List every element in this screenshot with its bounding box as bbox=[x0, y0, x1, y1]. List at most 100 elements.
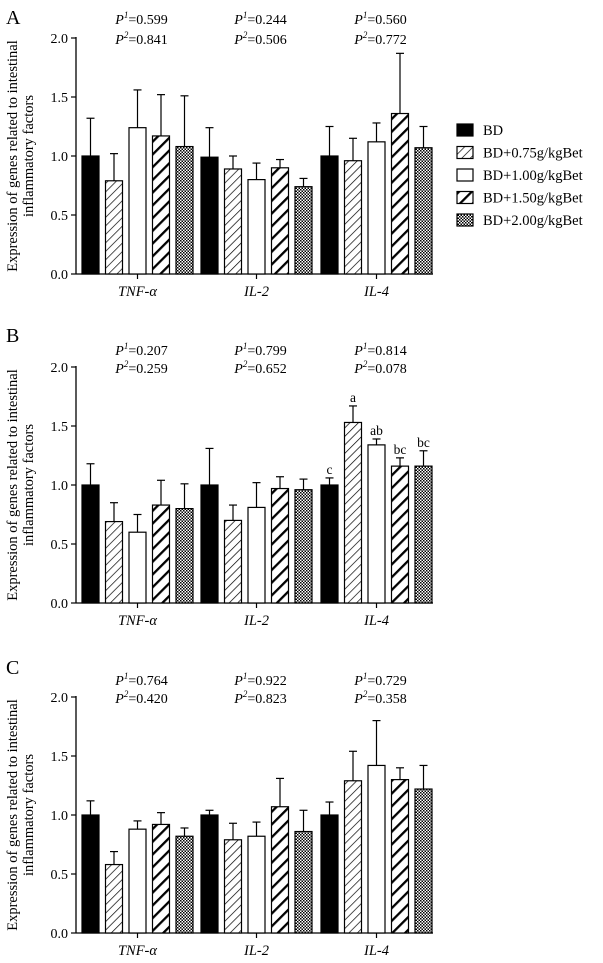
legend-label: BD+1.00g/kgBet bbox=[483, 168, 583, 184]
p-superscript: 1 bbox=[363, 10, 368, 20]
p2-caption: P2=0.772 bbox=[353, 30, 406, 48]
y-axis-label-line-2: inflammatory factors bbox=[21, 95, 37, 217]
p-symbol: P bbox=[114, 674, 124, 689]
bar bbox=[223, 839, 243, 934]
p-superscript: 1 bbox=[363, 671, 368, 681]
bar bbox=[151, 504, 171, 604]
legend-item: BD bbox=[456, 123, 503, 139]
legend-swatch bbox=[456, 168, 474, 182]
p1-caption: P1=0.729 bbox=[353, 671, 406, 689]
y-axis-label: Expression of genes related to intestina… bbox=[5, 369, 37, 601]
bar bbox=[390, 112, 410, 275]
panel-label: C bbox=[6, 657, 19, 679]
category-label: IL-4 bbox=[363, 284, 389, 300]
y-tick-label: 1.0 bbox=[51, 809, 69, 824]
bar bbox=[414, 465, 433, 604]
p-superscript: 1 bbox=[243, 671, 248, 681]
p1-value: =0.799 bbox=[247, 344, 286, 359]
p-symbol: P bbox=[353, 692, 363, 707]
p-superscript: 2 bbox=[363, 30, 368, 40]
bar bbox=[175, 145, 194, 275]
p1-caption: P1=0.207 bbox=[114, 341, 167, 359]
y-tick-label: 0.0 bbox=[51, 597, 69, 612]
p-symbol: P bbox=[233, 13, 243, 28]
p-symbol: P bbox=[233, 362, 243, 377]
bar bbox=[128, 127, 147, 275]
bar bbox=[414, 788, 433, 934]
bar bbox=[390, 778, 410, 934]
legend-label: BD+0.75g/kgBet bbox=[483, 146, 583, 162]
y-tick-label: 1.0 bbox=[51, 479, 69, 494]
p2-value: =0.823 bbox=[247, 692, 286, 707]
legend-swatch bbox=[456, 213, 474, 227]
bar bbox=[343, 780, 363, 934]
p1-caption: P1=0.799 bbox=[233, 341, 286, 359]
p2-value: =0.772 bbox=[367, 33, 406, 48]
category-label: TNF-α bbox=[118, 613, 157, 629]
p-symbol: P bbox=[114, 344, 124, 359]
p-superscript: 1 bbox=[124, 341, 129, 351]
p2-value: =0.358 bbox=[367, 692, 406, 707]
significance-label: bc bbox=[417, 435, 430, 450]
p-superscript: 2 bbox=[243, 30, 248, 40]
legend-label: BD bbox=[483, 123, 503, 139]
p2-value: =0.506 bbox=[247, 33, 286, 48]
bar bbox=[367, 444, 386, 604]
p-symbol: P bbox=[353, 344, 363, 359]
p1-value: =0.729 bbox=[367, 674, 406, 689]
bar bbox=[247, 835, 266, 934]
p1-value: =0.599 bbox=[128, 13, 167, 28]
p-superscript: 2 bbox=[363, 689, 368, 699]
p2-caption: P2=0.259 bbox=[114, 359, 167, 377]
category-label: TNF-α bbox=[118, 943, 157, 959]
bar bbox=[81, 484, 100, 604]
legend-item: BD+2.00g/kgBet bbox=[456, 213, 583, 229]
bar bbox=[104, 520, 124, 604]
p1-value: =0.814 bbox=[367, 344, 406, 359]
bar bbox=[104, 180, 124, 275]
p-symbol: P bbox=[233, 33, 243, 48]
y-tick-label: 1.5 bbox=[51, 91, 69, 106]
category-label: IL-2 bbox=[243, 613, 269, 629]
y-tick-label: 1.5 bbox=[51, 420, 69, 435]
significance-label: bc bbox=[394, 442, 407, 457]
p2-caption: P2=0.652 bbox=[233, 359, 286, 377]
y-axis-label-line-2: inflammatory factors bbox=[21, 754, 37, 876]
p-superscript: 2 bbox=[243, 689, 248, 699]
p-superscript: 2 bbox=[363, 359, 368, 369]
p-superscript: 2 bbox=[243, 359, 248, 369]
p-symbol: P bbox=[353, 674, 363, 689]
bar bbox=[104, 863, 124, 934]
p-symbol: P bbox=[114, 692, 124, 707]
p2-value: =0.652 bbox=[247, 362, 286, 377]
y-tick-label: 2.0 bbox=[51, 32, 69, 47]
y-tick-label: 0.5 bbox=[51, 209, 69, 224]
significance-label: a bbox=[350, 390, 356, 405]
significance-label: ab bbox=[370, 423, 383, 438]
bar bbox=[81, 155, 100, 275]
p2-caption: P2=0.078 bbox=[353, 359, 406, 377]
p-superscript: 1 bbox=[243, 341, 248, 351]
category-label: IL-2 bbox=[243, 284, 269, 300]
p-superscript: 1 bbox=[363, 341, 368, 351]
bar bbox=[414, 147, 433, 275]
p-superscript: 1 bbox=[124, 10, 129, 20]
bar bbox=[320, 484, 339, 604]
y-tick-label: 0.5 bbox=[51, 538, 69, 553]
bar bbox=[200, 156, 219, 275]
p2-caption: P2=0.841 bbox=[114, 30, 167, 48]
p2-value: =0.841 bbox=[128, 33, 167, 48]
bar bbox=[270, 806, 290, 934]
p1-caption: P1=0.244 bbox=[233, 10, 286, 28]
p2-caption: P2=0.506 bbox=[233, 30, 286, 48]
bar bbox=[151, 823, 171, 934]
y-axis-label-line-2: inflammatory factors bbox=[21, 424, 37, 546]
chart-panel-a: A Expression of genes related to intestin… bbox=[5, 7, 433, 300]
y-axis-label: Expression of genes related to intestina… bbox=[5, 40, 37, 272]
legend-item: BD+0.75g/kgBet bbox=[456, 146, 583, 162]
p-superscript: 1 bbox=[243, 10, 248, 20]
p1-value: =0.922 bbox=[247, 674, 286, 689]
category-label: TNF-α bbox=[118, 284, 157, 300]
p1-caption: P1=0.814 bbox=[353, 341, 406, 359]
